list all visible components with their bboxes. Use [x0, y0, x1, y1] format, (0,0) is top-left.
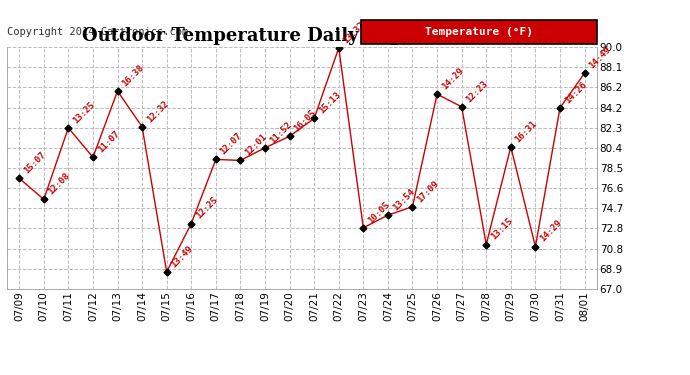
Text: 16:31: 16:31 [513, 118, 539, 144]
Text: Temperature (°F): Temperature (°F) [425, 27, 533, 38]
Text: 11:07: 11:07 [96, 129, 121, 154]
Text: 13:15: 13:15 [489, 216, 514, 242]
Text: 14:49: 14:49 [587, 45, 613, 70]
Text: 12:07: 12:07 [219, 131, 244, 157]
Text: Copyright 2014 Cartronics.com: Copyright 2014 Cartronics.com [7, 27, 188, 37]
Text: 13:49: 13:49 [170, 244, 195, 269]
Text: 15:07: 15:07 [22, 150, 48, 176]
Text: 17:09: 17:09 [415, 178, 441, 204]
Text: 11:52: 11:52 [268, 120, 293, 145]
Text: 14:26: 14:26 [563, 80, 588, 105]
Text: 13:54: 13:54 [391, 187, 416, 212]
Text: 15:13: 15:13 [317, 90, 342, 116]
Text: 12:01: 12:01 [243, 132, 268, 158]
Text: 13:25: 13:25 [71, 100, 97, 125]
Text: 16:05: 16:05 [293, 108, 317, 134]
Text: 12:25: 12:25 [194, 195, 219, 221]
Title: Outdoor Temperature Daily High 20140802: Outdoor Temperature Daily High 20140802 [82, 27, 522, 45]
Text: 12:23: 12:23 [464, 79, 490, 104]
Text: 14:29: 14:29 [440, 66, 465, 92]
Text: 12:32: 12:32 [145, 99, 170, 124]
Text: 16:38: 16:38 [120, 63, 146, 88]
Text: 10:05: 10:05 [366, 200, 391, 225]
Text: 14:29: 14:29 [538, 219, 564, 244]
FancyBboxPatch shape [361, 20, 597, 45]
Text: 12:08: 12:08 [46, 171, 72, 196]
Text: 13:32: 13:32 [342, 20, 367, 45]
